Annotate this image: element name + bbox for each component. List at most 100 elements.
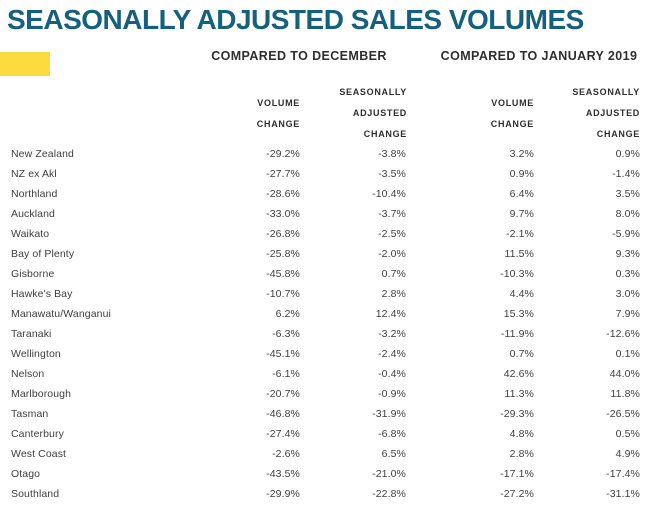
value-cell: -43.5% (266, 468, 300, 480)
region-cell: Otago (11, 468, 41, 480)
value-cell: -10.7% (266, 288, 300, 300)
region-cell: Auckland (11, 208, 55, 220)
value-cell: -17.4% (606, 468, 640, 480)
value-cell: 0.9% (615, 148, 640, 160)
sub-header-volume-change-jan: VOLUME CHANGE (490, 97, 534, 129)
value-cell: 11.3% (504, 388, 534, 400)
value-cell: 8.0% (615, 208, 640, 220)
value-cell: 6.4% (509, 188, 534, 200)
region-cell: Northland (11, 188, 58, 200)
value-cell: 3.0% (615, 288, 640, 300)
table-row: Gisborne -45.8% 0.7% -10.3% 0.3% (0, 264, 640, 284)
region-cell: Gisborne (11, 268, 55, 280)
value-cell: -28.6% (266, 188, 300, 200)
value-cell: -11.9% (500, 328, 534, 340)
value-cell: -29.2% (266, 148, 300, 160)
value-cell: -12.6% (606, 328, 640, 340)
value-cell: 2.8% (381, 288, 406, 300)
value-cell: 4.4% (509, 288, 534, 300)
sub-header-volume-change-dec: VOLUME CHANGE (256, 97, 300, 129)
table-row: Bay of Plenty -25.8% -2.0% 11.5% 9.3% (0, 244, 640, 264)
region-cell: New Zealand (11, 148, 74, 160)
value-cell: -46.8% (266, 408, 300, 420)
value-cell: -27.2% (500, 488, 534, 500)
table-row: Tasman -46.8% -31.9% -29.3% -26.5% (0, 404, 640, 424)
value-cell: -6.3% (272, 328, 300, 340)
region-cell: Waikato (11, 228, 50, 240)
value-cell: 12.4% (375, 308, 406, 320)
data-table: New Zealand -29.2% -3.8% 3.2% 0.9% NZ ex Akl -… (0, 144, 640, 504)
value-cell: -31.1% (606, 488, 640, 500)
value-cell: -3.2% (378, 328, 406, 340)
table-row: Waikato -26.8% -2.5% -2.1% -5.9% (0, 224, 640, 244)
value-cell: -26.8% (266, 228, 300, 240)
value-cell: 44.0% (609, 368, 640, 380)
region-cell: West Coast (11, 448, 67, 460)
value-cell: 11.5% (504, 248, 534, 260)
value-cell: -20.7% (266, 388, 300, 400)
table-row: Taranaki -6.3% -3.2% -11.9% -12.6% (0, 324, 640, 344)
table-row: Manawatu/Wanganui 6.2% 12.4% 15.3% 7.9% (0, 304, 640, 324)
region-cell: Tasman (11, 408, 49, 420)
region-cell: Hawke's Bay (11, 288, 73, 300)
region-cell: Canterbury (11, 428, 64, 440)
value-cell: -2.6% (272, 448, 300, 460)
table-row: Southland -29.9% -22.8% -27.2% -31.1% (0, 484, 640, 504)
value-cell: 6.2% (275, 308, 300, 320)
table-row: Otago -43.5% -21.0% -17.1% -17.4% (0, 464, 640, 484)
region-cell: Manawatu/Wanganui (11, 308, 111, 320)
value-cell: -3.5% (378, 168, 406, 180)
value-cell: -2.4% (378, 348, 406, 360)
value-cell: -2.0% (378, 248, 406, 260)
value-cell: -2.1% (506, 228, 534, 240)
value-cell: 6.5% (381, 448, 406, 460)
value-cell: -21.0% (372, 468, 406, 480)
sub-header-seasonally-adjusted-change-dec: SEASONALLY ADJUSTED CHANGE (339, 87, 407, 139)
table-row: Marlborough -20.7% -0.9% 11.3% 11.8% (0, 384, 640, 404)
region-cell: NZ ex Akl (11, 168, 57, 180)
table-row: Wellington -45.1% -2.4% 0.7% 0.1% (0, 344, 640, 364)
value-cell: 15.3% (503, 308, 534, 320)
region-cell: Southland (11, 488, 60, 500)
value-cell: -10.4% (372, 188, 406, 200)
value-cell: 3.5% (615, 188, 640, 200)
value-cell: 9.7% (509, 208, 534, 220)
value-cell: 4.9% (615, 448, 640, 460)
value-cell: 2.8% (509, 448, 534, 460)
value-cell: -0.9% (378, 388, 406, 400)
value-cell: 0.7% (509, 348, 534, 360)
value-cell: 0.3% (615, 268, 640, 280)
value-cell: 7.9% (615, 308, 640, 320)
value-cell: 4.8% (509, 428, 534, 440)
value-cell: -25.8% (266, 248, 300, 260)
value-cell: 0.5% (615, 428, 640, 440)
value-cell: -2.5% (378, 228, 406, 240)
value-cell: -27.4% (266, 428, 300, 440)
table-row: Nelson -6.1% -0.4% 42.6% 44.0% (0, 364, 640, 384)
sub-header-seasonally-adjusted-change-jan: SEASONALLY ADJUSTED CHANGE (572, 87, 640, 139)
table-row: Canterbury -27.4% -6.8% 4.8% 0.5% (0, 424, 640, 444)
value-cell: -22.8% (372, 488, 406, 500)
region-cell: Wellington (11, 348, 61, 360)
region-cell: Marlborough (11, 388, 72, 400)
value-cell: -3.7% (378, 208, 406, 220)
table-row: Northland -28.6% -10.4% 6.4% 3.5% (0, 184, 640, 204)
value-cell: -26.5% (606, 408, 640, 420)
value-cell: -33.0% (266, 208, 300, 220)
value-cell: 11.8% (610, 388, 640, 400)
value-cell: -29.3% (500, 408, 534, 420)
value-cell: -45.8% (266, 268, 300, 280)
column-group-header-december: COMPARED TO DECEMBER (211, 49, 387, 63)
value-cell: -3.8% (378, 148, 406, 160)
value-cell: -6.8% (378, 428, 406, 440)
value-cell: -0.4% (378, 368, 406, 380)
table-row: NZ ex Akl -27.7% -3.5% 0.9% -1.4% (0, 164, 640, 184)
region-cell: Nelson (11, 368, 45, 380)
value-cell: -27.7% (266, 168, 300, 180)
value-cell: 9.3% (615, 248, 640, 260)
value-cell: 0.1% (615, 348, 640, 360)
value-cell: -31.9% (372, 408, 406, 420)
yellow-accent-bar (0, 52, 50, 76)
value-cell: 42.6% (503, 368, 534, 380)
